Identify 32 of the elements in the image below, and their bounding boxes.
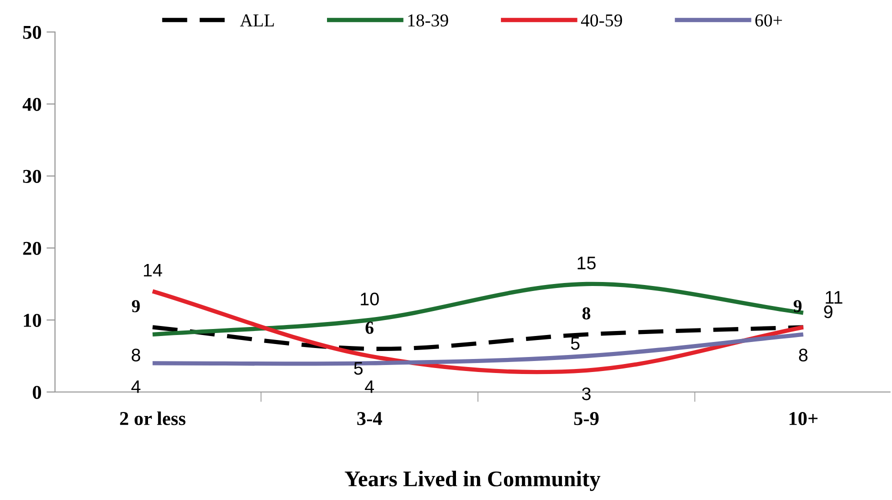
data-label: 10 — [360, 292, 379, 306]
data-label: 6 — [366, 322, 374, 334]
y-tick-label: 40 — [22, 98, 42, 111]
data-label: 11 — [826, 291, 842, 304]
legend-label: ALL — [240, 14, 274, 26]
y-tick-label: 0 — [32, 386, 42, 399]
data-label: 5 — [354, 362, 363, 375]
x-axis-title: Years Lived in Community — [344, 470, 600, 491]
x-tick-label: 5-9 — [574, 412, 599, 426]
x-tick-label: 2 or less — [120, 411, 186, 426]
line-series — [150, 282, 806, 336]
data-label: 15 — [578, 256, 596, 270]
legend-label: 60+ — [755, 14, 782, 27]
data-label: 5 — [570, 337, 580, 350]
data-label: 9 — [824, 305, 832, 318]
x-tick-label: 3-4 — [357, 412, 382, 426]
data-label: 4 — [131, 380, 140, 393]
data-label: 3 — [582, 387, 591, 400]
data-label: 14 — [144, 264, 162, 276]
data-label: 8 — [799, 348, 808, 362]
y-tick-label: 50 — [23, 26, 42, 39]
y-tick-label: 20 — [23, 242, 42, 255]
data-label: 9 — [132, 300, 140, 312]
x-tick-label: 10+ — [790, 412, 818, 426]
data-label: 4 — [364, 380, 374, 393]
y-tick-label: 30 — [23, 170, 42, 183]
legend-label: 18-39 — [408, 14, 448, 27]
legend-label: 40-59 — [581, 14, 622, 27]
y-tick-label: 10 — [24, 314, 42, 327]
data-label: 8 — [132, 348, 140, 362]
data-label: 9 — [794, 300, 802, 312]
data-label: 8 — [582, 307, 590, 320]
